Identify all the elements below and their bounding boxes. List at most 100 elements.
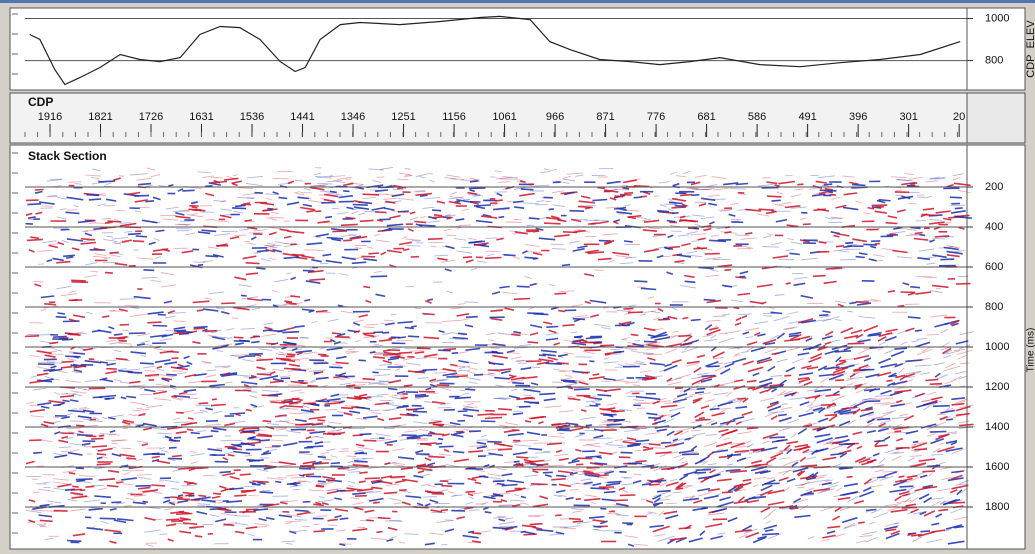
reflection <box>551 244 565 245</box>
reflection <box>628 312 643 313</box>
reflection <box>234 235 246 236</box>
reflection <box>374 344 380 345</box>
reflection <box>97 464 111 465</box>
reflection <box>619 457 631 458</box>
reflection <box>735 355 740 356</box>
reflection <box>598 475 609 476</box>
y-tick-label: 1600 <box>985 461 1009 473</box>
x-tick-label: 966 <box>546 111 564 123</box>
reflection <box>675 206 686 207</box>
reflection <box>495 200 503 201</box>
reflection <box>189 209 202 210</box>
reflection <box>465 389 475 390</box>
reflection <box>211 405 226 406</box>
reflection <box>925 379 938 380</box>
reflection <box>634 341 640 342</box>
reflection <box>416 191 426 192</box>
reflection <box>434 215 442 216</box>
reflection <box>206 219 216 220</box>
reflection <box>295 510 309 511</box>
reflection <box>338 305 343 306</box>
reflection <box>634 281 647 282</box>
reflection <box>499 526 512 527</box>
reflection <box>446 235 457 236</box>
reflection <box>84 447 93 448</box>
x-tick-label: 1631 <box>189 111 213 123</box>
reflection <box>784 375 791 376</box>
x-tick-label: 1821 <box>88 111 112 123</box>
reflection <box>278 478 287 479</box>
y-tick-label: 800 <box>985 301 1003 313</box>
reflection <box>576 499 581 500</box>
reflection <box>718 363 723 364</box>
reflection <box>318 457 326 458</box>
reflection <box>470 181 479 182</box>
reflection <box>845 243 853 244</box>
x-tick-label: 1441 <box>290 111 314 123</box>
reflection <box>698 268 714 269</box>
reflection <box>99 435 104 436</box>
reflection <box>191 433 200 434</box>
reflection <box>353 465 369 466</box>
reflection <box>257 251 269 252</box>
reflection <box>372 372 378 373</box>
reflection <box>491 348 500 349</box>
reflection <box>699 418 705 419</box>
reflection <box>100 518 116 519</box>
reflection <box>485 512 492 513</box>
reflection <box>339 451 349 452</box>
reflection <box>247 460 260 461</box>
reflection <box>128 234 141 235</box>
reflection <box>91 438 104 439</box>
reflection <box>143 501 148 502</box>
reflection <box>798 487 805 488</box>
reflection <box>524 534 537 535</box>
reflection <box>498 217 504 218</box>
reflection <box>291 429 306 430</box>
reflection <box>343 191 349 192</box>
reflection <box>235 205 246 206</box>
reflection <box>290 296 300 297</box>
reflection <box>488 370 499 371</box>
reflection <box>318 354 326 355</box>
reflection <box>405 534 419 535</box>
reflection <box>886 223 898 224</box>
reflection <box>661 443 671 444</box>
reflection <box>228 455 235 456</box>
reflection <box>76 425 84 426</box>
reflection <box>388 389 397 390</box>
reflection <box>397 179 408 180</box>
reflection <box>211 177 223 178</box>
reflection <box>316 486 324 487</box>
reflection <box>408 336 419 337</box>
reflection <box>511 334 520 335</box>
reflection <box>42 206 53 207</box>
reflection <box>748 388 755 389</box>
reflection <box>474 205 491 206</box>
reflection <box>821 404 836 405</box>
reflection <box>696 470 711 471</box>
reflection <box>32 479 38 480</box>
reflection <box>441 486 452 487</box>
reflection <box>707 366 719 367</box>
reflection <box>458 370 470 371</box>
reflection <box>145 201 154 202</box>
reflection <box>371 276 388 277</box>
reflection <box>458 411 468 412</box>
reflection <box>930 432 947 433</box>
reflection <box>69 473 76 474</box>
reflection <box>767 196 782 197</box>
reflection <box>266 343 275 344</box>
x-tick-label: 1156 <box>442 111 466 123</box>
x-tick-label: 1061 <box>492 111 516 123</box>
reflection <box>198 495 206 496</box>
reflection <box>433 217 444 218</box>
reflection <box>521 440 538 441</box>
reflection <box>736 184 748 185</box>
reflection <box>485 258 501 259</box>
x-tick-label: 1251 <box>391 111 415 123</box>
reflection <box>366 520 374 521</box>
reflection <box>313 504 324 505</box>
reflection <box>77 435 93 436</box>
reflection <box>86 486 95 487</box>
